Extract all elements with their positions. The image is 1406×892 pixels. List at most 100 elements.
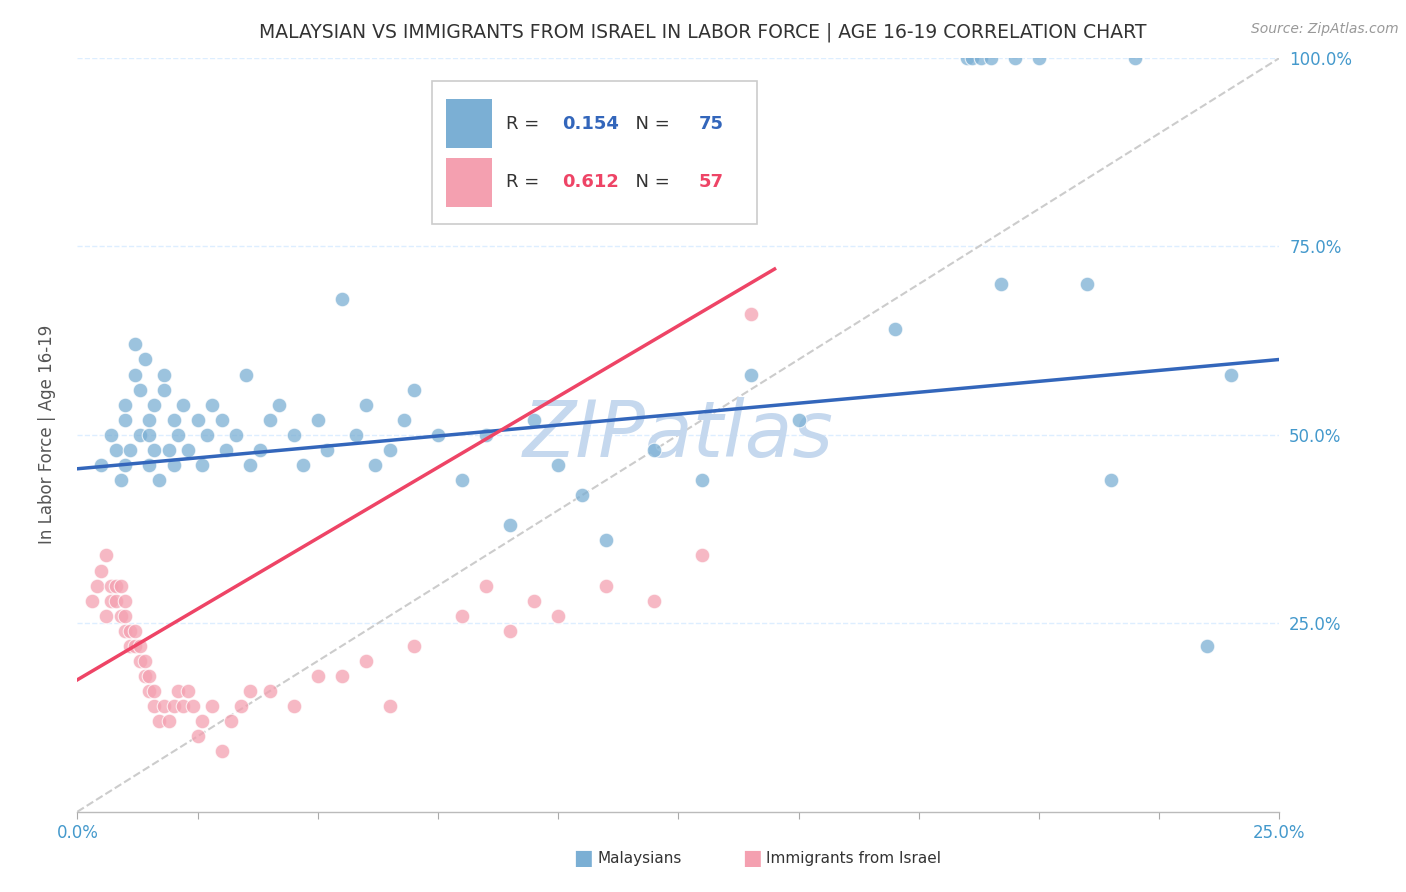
Point: [307, 669, 329, 683]
Point: [153, 368, 176, 382]
Point: [499, 518, 522, 533]
Point: [110, 579, 132, 593]
Point: [124, 639, 146, 653]
Point: [177, 442, 200, 457]
Point: [402, 639, 425, 653]
Point: [394, 413, 416, 427]
Point: [499, 624, 522, 638]
Point: [740, 368, 762, 382]
Point: [1028, 51, 1050, 65]
FancyBboxPatch shape: [446, 158, 492, 207]
Point: [883, 322, 905, 336]
Point: [547, 458, 569, 472]
Point: [128, 383, 150, 397]
Point: [283, 699, 305, 714]
Point: [120, 639, 142, 653]
Point: [162, 699, 184, 714]
Point: [167, 428, 190, 442]
Point: [172, 398, 194, 412]
Point: [378, 699, 401, 714]
Point: [181, 699, 204, 714]
Text: N =: N =: [624, 114, 676, 133]
Point: [114, 624, 136, 638]
Point: [990, 277, 1012, 292]
Point: [378, 442, 401, 457]
Point: [162, 413, 184, 427]
Point: [162, 458, 184, 472]
Point: [80, 593, 103, 607]
Point: [138, 413, 160, 427]
Point: [143, 442, 166, 457]
Point: [153, 699, 176, 714]
Point: [475, 579, 498, 593]
Point: [427, 428, 450, 442]
Point: [100, 593, 122, 607]
Text: 57: 57: [699, 173, 724, 192]
Point: [571, 488, 593, 502]
Point: [235, 368, 257, 382]
Point: [104, 579, 127, 593]
Point: [191, 714, 214, 729]
Point: [451, 473, 474, 487]
Point: [138, 458, 160, 472]
Point: [177, 684, 200, 698]
Point: [100, 579, 122, 593]
Point: [195, 428, 218, 442]
Point: [128, 654, 150, 668]
Point: [451, 608, 474, 623]
Text: R =: R =: [506, 173, 546, 192]
Point: [344, 428, 367, 442]
Point: [187, 413, 209, 427]
Point: [114, 608, 136, 623]
Point: [191, 458, 214, 472]
Text: N =: N =: [624, 173, 676, 192]
Point: [1099, 473, 1122, 487]
Point: [134, 352, 156, 367]
Point: [138, 684, 160, 698]
Text: ■: ■: [574, 848, 593, 868]
Text: MALAYSIAN VS IMMIGRANTS FROM ISRAEL IN LABOR FORCE | AGE 16-19 CORRELATION CHART: MALAYSIAN VS IMMIGRANTS FROM ISRAEL IN L…: [259, 22, 1147, 42]
Point: [259, 413, 281, 427]
Point: [187, 730, 209, 744]
Point: [547, 608, 569, 623]
Point: [143, 398, 166, 412]
Point: [239, 684, 262, 698]
Point: [148, 473, 170, 487]
Point: [354, 398, 377, 412]
Point: [523, 593, 546, 607]
Point: [239, 458, 262, 472]
Point: [1123, 51, 1146, 65]
Point: [692, 549, 714, 563]
Point: [143, 684, 166, 698]
Point: [211, 413, 233, 427]
Point: [96, 608, 118, 623]
Point: [143, 699, 166, 714]
Point: [138, 428, 160, 442]
Point: [1197, 639, 1219, 653]
Y-axis label: In Labor Force | Age 16-19: In Labor Force | Age 16-19: [38, 326, 56, 544]
Point: [104, 593, 127, 607]
Point: [740, 307, 762, 321]
Point: [1004, 51, 1026, 65]
Text: Source: ZipAtlas.com: Source: ZipAtlas.com: [1251, 22, 1399, 37]
Point: [219, 714, 242, 729]
Point: [114, 593, 136, 607]
Point: [157, 442, 180, 457]
Point: [90, 564, 112, 578]
Text: R =: R =: [506, 114, 546, 133]
Text: 0.612: 0.612: [562, 173, 619, 192]
Point: [110, 608, 132, 623]
Point: [787, 413, 810, 427]
Point: [114, 413, 136, 427]
Text: Malaysians: Malaysians: [598, 851, 682, 865]
Point: [307, 413, 329, 427]
Point: [523, 413, 546, 427]
Point: [283, 428, 305, 442]
Point: [157, 714, 180, 729]
Text: 0.154: 0.154: [562, 114, 619, 133]
Point: [475, 428, 498, 442]
Point: [128, 639, 150, 653]
Point: [956, 51, 979, 65]
Point: [134, 654, 156, 668]
Point: [86, 579, 108, 593]
